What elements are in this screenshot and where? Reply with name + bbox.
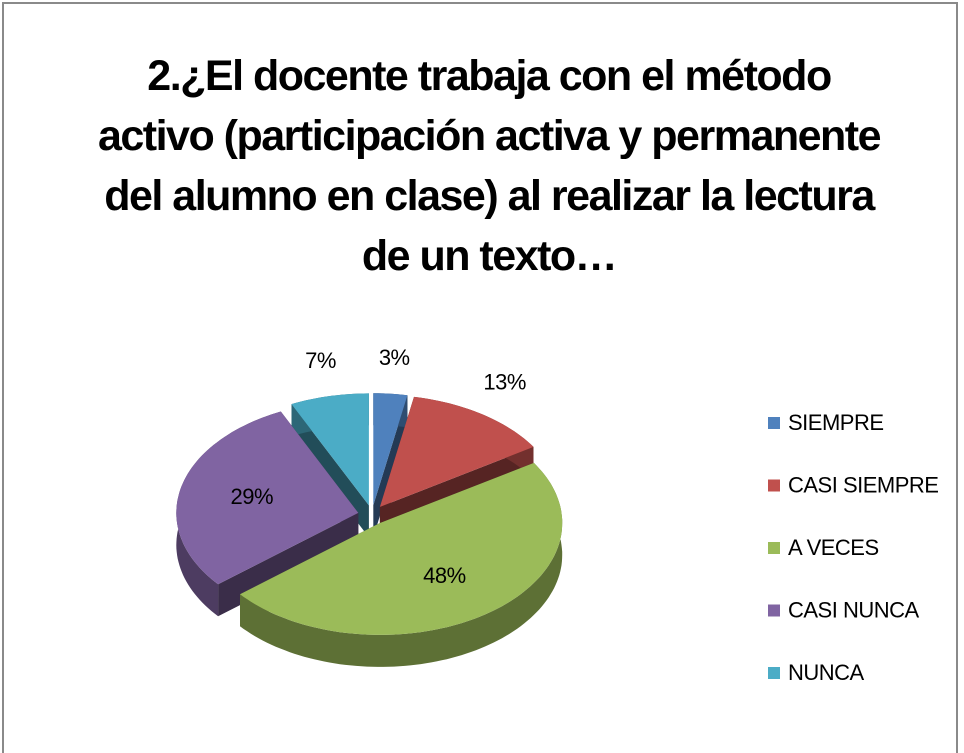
slice — [373, 393, 408, 506]
data-label: 29% — [230, 484, 273, 509]
chart-title: 2.¿El docente trabaja con el método acti… — [97, 52, 882, 280]
legend-label: CASI SIEMPRE — [788, 472, 938, 497]
data-label: 48% — [423, 563, 466, 588]
legend-swatch — [768, 542, 780, 554]
slice — [176, 411, 359, 585]
data-label: 7% — [305, 348, 336, 373]
slice — [240, 462, 563, 635]
data-label: 3% — [379, 345, 410, 370]
legend-label: A VECES — [788, 535, 879, 560]
legend-swatch — [768, 417, 780, 429]
legend-swatch — [768, 667, 780, 679]
legend-swatch — [768, 604, 780, 617]
slice — [379, 396, 534, 507]
legend-label: NUNCA — [788, 660, 865, 685]
data-label: 13% — [483, 370, 526, 395]
legend-label: CASI NUNCA — [788, 597, 920, 622]
legend-label: SIEMPRE — [788, 410, 884, 435]
legend-swatch — [768, 479, 780, 492]
slice — [291, 393, 369, 506]
